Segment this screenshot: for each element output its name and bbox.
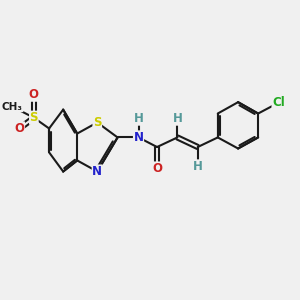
- Text: O: O: [152, 162, 162, 175]
- Text: O: O: [14, 122, 25, 135]
- Text: H: H: [134, 112, 143, 125]
- Text: N: N: [134, 131, 143, 144]
- Text: S: S: [93, 116, 101, 129]
- Text: N: N: [92, 165, 102, 178]
- Text: S: S: [30, 111, 38, 124]
- Text: H: H: [193, 160, 203, 173]
- Text: O: O: [29, 88, 39, 101]
- Text: Cl: Cl: [272, 96, 285, 109]
- Text: CH₃: CH₃: [2, 102, 23, 112]
- Text: H: H: [172, 112, 182, 125]
